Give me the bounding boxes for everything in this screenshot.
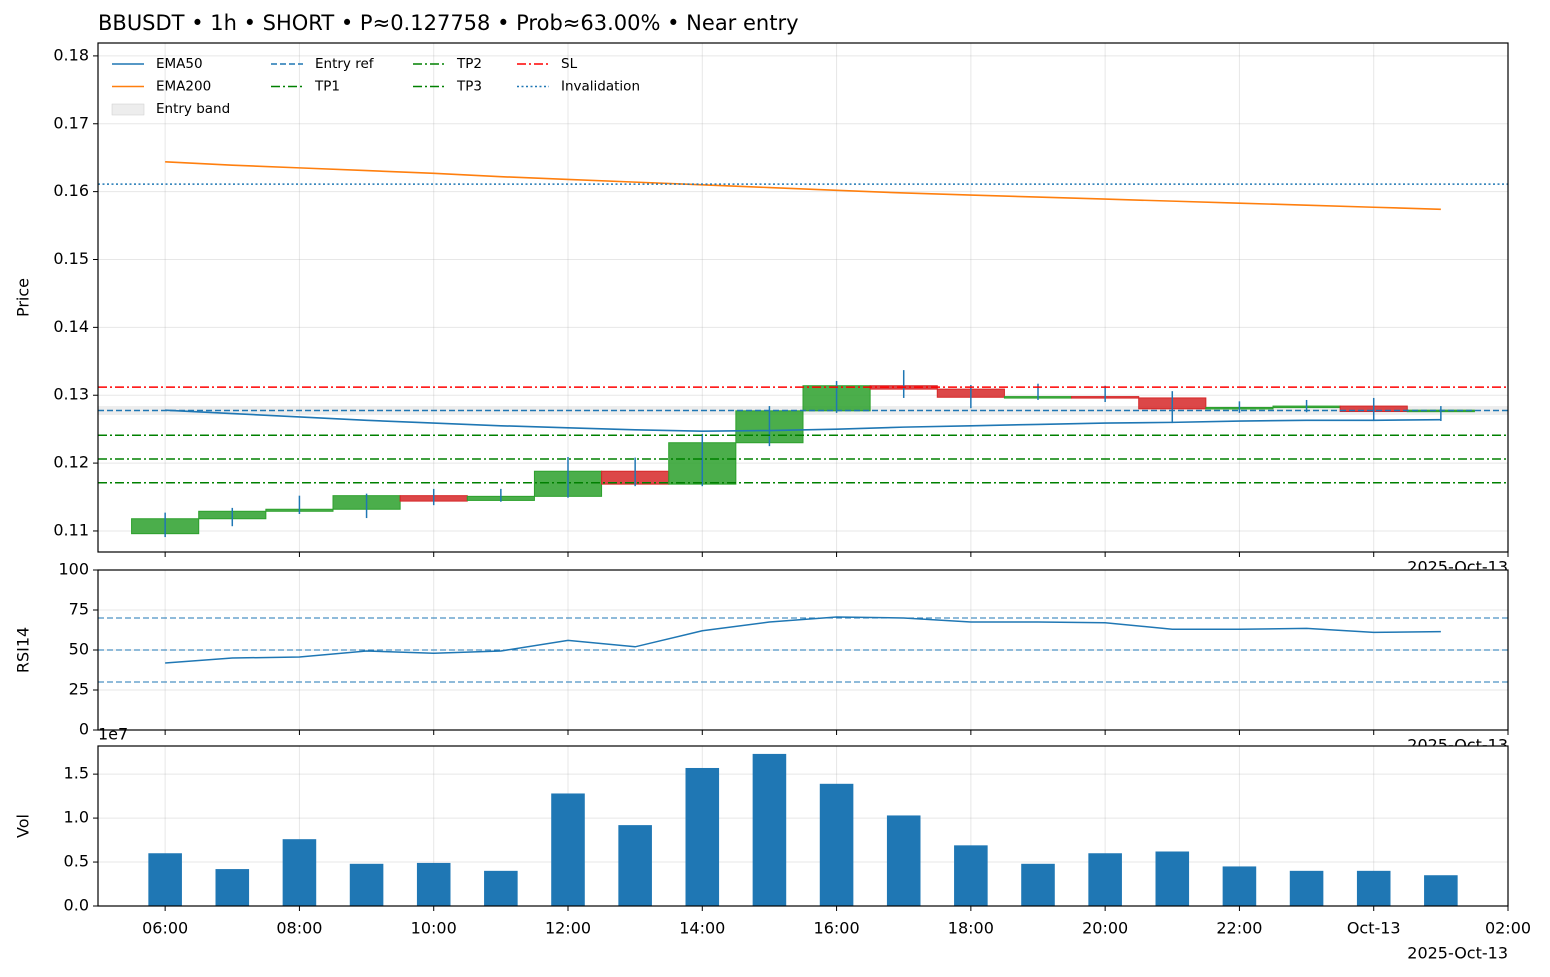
- x-offset-label: 2025-Oct-13: [1407, 944, 1508, 963]
- volume-bar: [551, 793, 585, 906]
- y-tick-label: 1.0: [64, 808, 89, 827]
- legend-label: EMA50: [156, 56, 203, 72]
- panel-background: [98, 43, 1508, 552]
- volume-bar: [752, 753, 787, 906]
- y-tick-label: 25: [69, 680, 89, 699]
- chart-title: BBUSDT • 1h • SHORT • P≈0.127758 • Prob≈…: [98, 11, 799, 35]
- y-tick-label: 0.0: [64, 896, 89, 915]
- y-tick-label: 0.11: [53, 520, 89, 539]
- y-tick-label: 0.13: [53, 385, 89, 404]
- y-tick-label: 0: [79, 720, 89, 739]
- legend-label: TP3: [456, 79, 482, 95]
- x-tick-label: 06:00: [142, 919, 188, 938]
- x-tick-label: 12:00: [545, 919, 591, 938]
- ema-line: [165, 409, 1441, 432]
- legend-label: TP2: [456, 56, 482, 72]
- y-tick-label: 0.5: [64, 852, 89, 871]
- volume-bar: [1021, 863, 1055, 906]
- legend-swatch: [111, 103, 145, 116]
- y-offset-label: 1e7: [98, 725, 128, 744]
- y-tick-label: 0.15: [53, 249, 89, 268]
- volume-bar: [282, 839, 317, 906]
- volume-bar: [148, 853, 182, 906]
- legend-label: EMA200: [156, 79, 211, 95]
- y-tick-label: 0.12: [53, 453, 89, 472]
- legend-label: TP1: [314, 79, 340, 95]
- legend-label: Invalidation: [561, 79, 640, 95]
- x-tick-label: Oct-13: [1347, 919, 1401, 938]
- y-tick-label: 0.16: [53, 181, 89, 200]
- x-tick-label: 18:00: [948, 919, 994, 938]
- ema-line: [165, 160, 1441, 211]
- volume-bar: [685, 767, 720, 906]
- x-tick-label: 08:00: [276, 919, 322, 938]
- volume-bar: [1222, 866, 1257, 906]
- y-tick-label: 75: [69, 600, 89, 619]
- volume-bar: [954, 845, 988, 906]
- axes-frame: [97, 745, 1509, 907]
- x-tick-label: 16:00: [814, 919, 860, 938]
- panel-background: [98, 746, 1508, 906]
- y-tick-label: 0.18: [53, 45, 89, 64]
- y-tick-label: 50: [69, 640, 89, 659]
- volume-bar: [618, 825, 652, 906]
- legend-label: Entry band: [156, 101, 230, 117]
- x-tick-label: 02:00: [1485, 919, 1531, 938]
- x-tick-label: 10:00: [411, 919, 457, 938]
- y-axis-label: Price: [14, 278, 33, 317]
- y-axis-label: Vol: [14, 814, 33, 838]
- volume-bar: [349, 863, 384, 906]
- y-tick-label: 100: [58, 560, 89, 579]
- x-tick-label: 22:00: [1216, 919, 1262, 938]
- y-tick-label: 1.5: [64, 764, 89, 783]
- volume-bar: [1424, 875, 1458, 906]
- volume-bar: [215, 869, 250, 906]
- x-tick-label: 20:00: [1082, 919, 1128, 938]
- axes-frame: [97, 42, 1509, 553]
- legend-label: SL: [561, 56, 578, 72]
- y-axis-label: RSI14: [14, 627, 33, 673]
- volume-bar: [1356, 870, 1391, 906]
- volume-bar: [886, 815, 921, 906]
- axes-frame: [97, 569, 1509, 731]
- y-tick-label: 0.14: [53, 317, 89, 336]
- volume-bar: [1088, 853, 1122, 906]
- rsi-line: [165, 616, 1441, 664]
- panel: 06:00 08:00 10:00 12:00 14:00 16:00 18:00 20:00…: [14, 725, 1532, 963]
- y-tick-label: 0.17: [53, 113, 89, 132]
- volume-bar: [416, 862, 451, 906]
- x-tick-label: 14:00: [679, 919, 725, 938]
- volume-bar: [1289, 870, 1324, 906]
- volume-bar: [484, 870, 518, 906]
- volume-bar: [1155, 851, 1190, 906]
- volume-bar: [819, 783, 854, 906]
- legend-label: Entry ref: [315, 56, 375, 72]
- panel: 0.11 0.12 0.13 0.14 0.15 0.16 0.17 0.18 EMA50 EMA…: [14, 11, 1509, 577]
